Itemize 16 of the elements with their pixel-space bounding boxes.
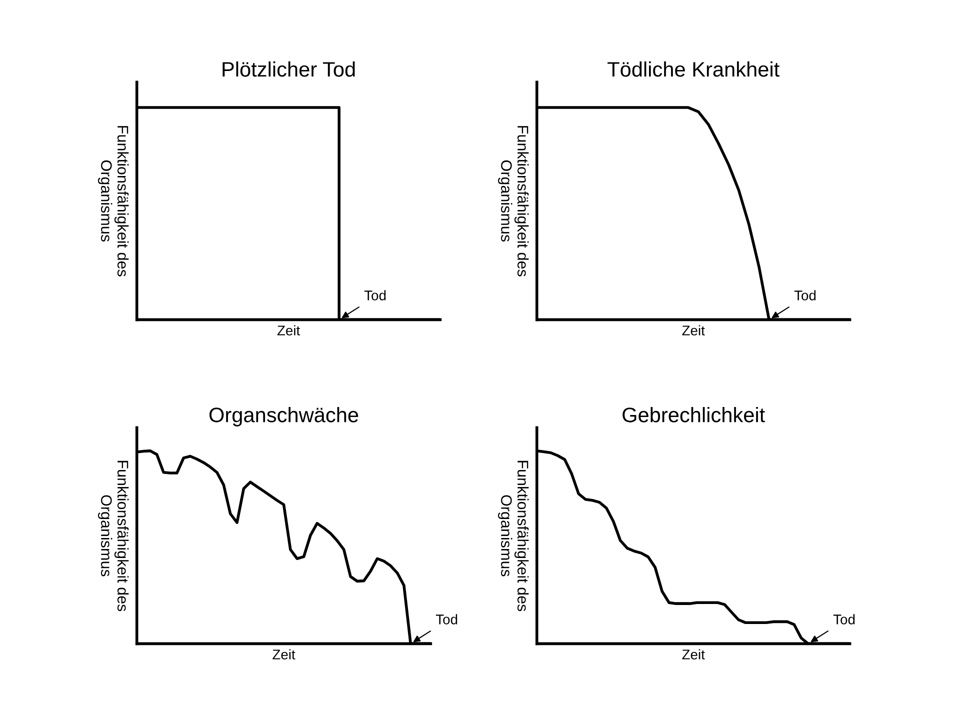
- chart-title: Gebrechlichkeit: [622, 407, 765, 422]
- y-axis-title: Funktionsfähigkeit des Organismus: [498, 460, 529, 612]
- annotation: Tod: [364, 290, 386, 300]
- chart-title: Plötzlicher Tod: [222, 61, 355, 77]
- x-axis-title: Zeit: [682, 325, 705, 336]
- y-axis-title: Funktionsfähigkeit des Organismus: [98, 460, 129, 612]
- x-axis-title: Zeit: [277, 325, 300, 336]
- annotation: Tod: [833, 614, 855, 624]
- text: Tod: [436, 614, 458, 624]
- x-axis-title: Zeit: [682, 649, 705, 660]
- y-axis-title: Funktionsfähigkeit des Organismus: [498, 126, 529, 276]
- annotation: Tod: [794, 290, 816, 300]
- chart-title: Organschwäche: [209, 407, 358, 426]
- chart-title: Tödliche Krankheit: [608, 61, 780, 77]
- x-axis-title: Zeit: [272, 649, 296, 660]
- y-axis-title: Funktionsfähigkeit des Organismus: [98, 126, 129, 276]
